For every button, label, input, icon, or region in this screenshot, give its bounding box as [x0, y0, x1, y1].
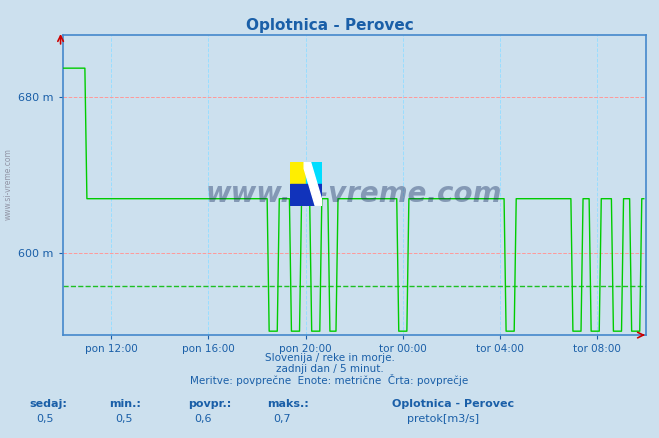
Text: sedaj:: sedaj: [30, 399, 67, 409]
Text: www.si-vreme.com: www.si-vreme.com [206, 180, 502, 208]
Text: 0,6: 0,6 [194, 414, 212, 424]
Text: Meritve: povprečne  Enote: metrične  Črta: povprečje: Meritve: povprečne Enote: metrične Črta:… [190, 374, 469, 386]
Text: 0,5: 0,5 [36, 414, 54, 424]
Polygon shape [304, 162, 322, 206]
Text: zadnji dan / 5 minut.: zadnji dan / 5 minut. [275, 364, 384, 374]
Text: Oplotnica - Perovec: Oplotnica - Perovec [246, 18, 413, 32]
Text: Slovenija / reke in morje.: Slovenija / reke in morje. [264, 353, 395, 363]
Bar [306, 162, 322, 184]
Text: 0,5: 0,5 [115, 414, 133, 424]
Text: maks.:: maks.: [267, 399, 308, 409]
Text: www.si-vreme.com: www.si-vreme.com [4, 148, 13, 220]
Text: Oplotnica - Perovec: Oplotnica - Perovec [392, 399, 514, 409]
Bar [290, 162, 306, 184]
Text: povpr.:: povpr.: [188, 399, 231, 409]
Text: pretok[m3/s]: pretok[m3/s] [407, 414, 479, 424]
Text: min.:: min.: [109, 399, 140, 409]
Bar [290, 184, 322, 206]
Text: 0,7: 0,7 [273, 414, 291, 424]
